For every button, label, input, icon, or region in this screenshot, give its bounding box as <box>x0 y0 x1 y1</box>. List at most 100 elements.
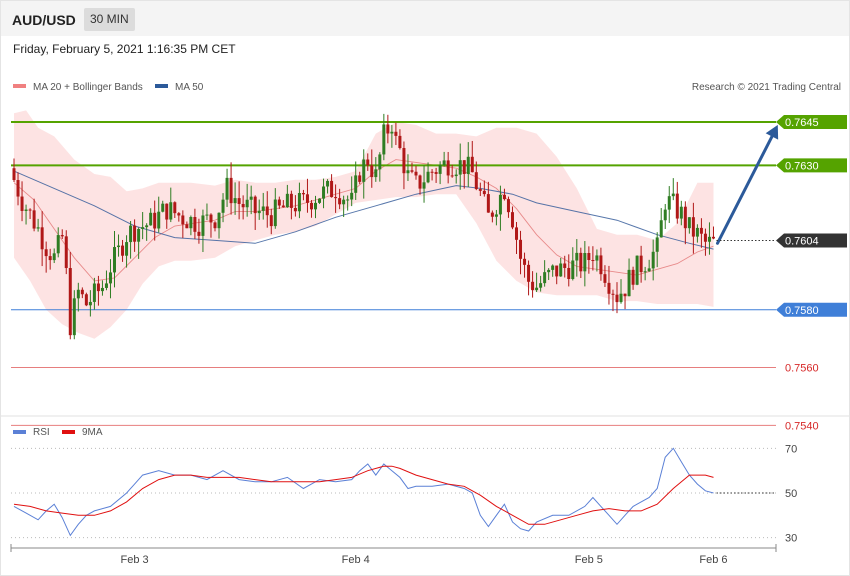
candle-body <box>40 227 44 250</box>
candle-body <box>675 193 679 219</box>
candle-body <box>631 269 635 285</box>
candle-body <box>679 206 683 219</box>
candle-body <box>434 172 438 174</box>
level-tag-0.7560-text: 0.7560 <box>785 363 819 375</box>
candle-body <box>157 211 161 229</box>
candle-body <box>635 255 639 285</box>
candle-body <box>354 175 358 193</box>
candle-body <box>470 156 474 173</box>
x-tick-label-feb-4: Feb 4 <box>342 554 370 566</box>
candle-body <box>346 199 350 201</box>
candle-body <box>382 124 386 155</box>
rsi-ma-legend-swatch <box>62 430 75 434</box>
candle-body <box>370 165 374 178</box>
candle-body <box>450 175 454 177</box>
candle-body <box>486 194 490 213</box>
candle-body <box>133 225 137 242</box>
candle-body <box>438 164 442 174</box>
candle-body <box>615 294 619 303</box>
forecast-arrow-layer <box>715 124 779 245</box>
candle-body <box>233 198 237 204</box>
timeframe-badge[interactable]: 30 MIN <box>84 8 135 31</box>
candle-body <box>466 156 470 174</box>
x-axis: Feb 3 Feb 4 Feb 5 Feb 6 <box>10 544 777 566</box>
candle-body <box>551 265 555 270</box>
candle-body <box>125 242 129 256</box>
candle-body <box>414 171 418 176</box>
candle-body <box>338 198 342 205</box>
candle-body <box>68 268 72 336</box>
candle-body <box>474 172 478 190</box>
candle-body <box>104 283 108 288</box>
candle-body <box>362 159 366 182</box>
candle-body <box>583 253 587 272</box>
candle-body <box>237 198 241 204</box>
candle-body <box>410 170 414 172</box>
candle-body <box>462 160 466 174</box>
candle-body <box>567 267 571 280</box>
candle-body <box>390 131 394 134</box>
candle-body <box>498 194 502 215</box>
candle-body <box>523 258 527 265</box>
candle-body <box>161 203 165 212</box>
candle-body <box>446 160 450 176</box>
candle-body <box>24 209 28 211</box>
symbol-title: AUD/USD <box>12 12 76 28</box>
candle-body <box>297 193 301 212</box>
candle-body <box>695 227 699 237</box>
candle-body <box>309 202 313 210</box>
price-tags-layer: 0.7645 0.7630 0.7580 0.7560 0.7540 0.7604 <box>716 115 847 432</box>
candle-body <box>12 168 16 181</box>
candle-body <box>265 206 269 216</box>
x-tick-label-feb-3: Feb 3 <box>121 554 149 566</box>
candle-body <box>623 293 627 297</box>
candle-body <box>639 255 643 273</box>
candle-body <box>241 203 245 208</box>
candle-body <box>84 294 88 306</box>
candle-body <box>281 205 285 208</box>
candle-body <box>607 282 611 294</box>
candle-body <box>44 249 48 257</box>
candle-body <box>64 236 68 269</box>
candle-body <box>277 199 281 206</box>
candle-body <box>36 227 40 229</box>
candle-body <box>506 199 510 213</box>
rsi-tick-label-70: 70 <box>785 443 797 455</box>
candle-body <box>201 215 205 236</box>
x-tick-label-feb-6: Feb 6 <box>699 554 727 566</box>
candle-body <box>430 171 434 173</box>
candle-body <box>217 212 221 229</box>
candle-body <box>350 192 354 200</box>
candle-body <box>579 252 583 272</box>
candle-body <box>539 283 543 288</box>
candle-body <box>454 174 458 177</box>
candle-body <box>100 287 104 292</box>
candle-body <box>535 287 539 291</box>
bollinger-band-area <box>14 110 714 339</box>
current-price-tag-shape <box>776 233 847 248</box>
candle-body <box>655 237 659 252</box>
current-price-tag-text: 0.7604 <box>785 235 819 247</box>
candle-body <box>225 177 229 200</box>
candle-body <box>169 202 173 220</box>
candle-body <box>121 245 125 256</box>
candle-body <box>611 293 615 295</box>
candle-body <box>261 206 265 211</box>
rsi-line <box>13 447 714 537</box>
candle-body <box>543 272 547 284</box>
candle-body <box>342 199 346 205</box>
candle-body <box>478 189 482 191</box>
candle-body <box>185 224 189 229</box>
bollinger-legend-label: MA 20 + Bollinger Bands <box>33 82 143 93</box>
bollinger-legend-swatch <box>13 84 26 88</box>
rsi-ma-line <box>13 465 714 525</box>
candle-body <box>699 227 703 234</box>
candle-body <box>703 233 707 242</box>
level-tag-0.7645-shape <box>776 115 847 129</box>
level-tag-0.7630-shape <box>776 158 847 173</box>
candle-body <box>92 283 96 302</box>
candle-body <box>691 217 695 237</box>
candle-body <box>253 196 257 214</box>
candle-body <box>52 253 56 261</box>
candle-body <box>193 216 197 232</box>
